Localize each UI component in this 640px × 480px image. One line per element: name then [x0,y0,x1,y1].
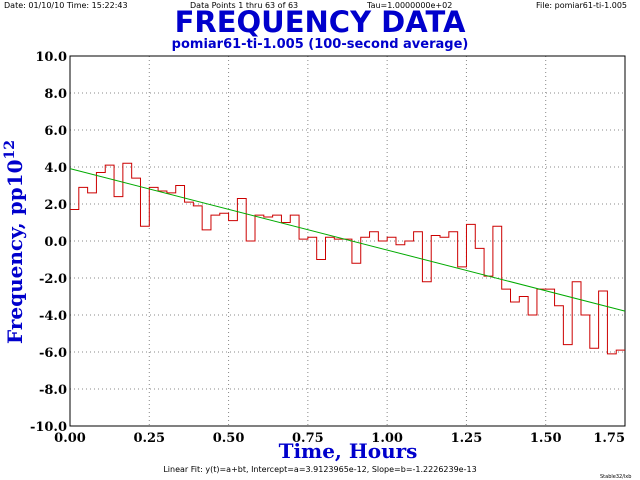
y-tick-label: 4.0 [44,161,67,176]
x-tick-labels: 0.00 0.25 0.50 0.75 1.00 1.25 1.50 1.75 [54,431,625,446]
x-tick-label: 0.75 [292,431,324,446]
y-tick-label: 2.0 [44,198,67,213]
header-data-points: Data Points 1 thru 63 of 63 [190,1,299,10]
y-axis-label: Frequency, pp1012 [2,140,27,344]
plot-frame [69,55,626,427]
grid-layer [70,56,625,426]
y-tick-label: 10.0 [35,50,67,65]
x-tick-label: 1.50 [530,431,562,446]
linear-fit-line [69,168,626,312]
chart-title: FREQUENCY DATA [174,5,466,39]
chart-subtitle: pomiar61-ti-1.005 (100-second average) [171,37,469,52]
software-stamp: Stable32/lxb [600,474,632,480]
x-tick-label: 1.00 [371,431,403,446]
y-axis-label-text: Frequency, pp10 [3,159,27,344]
y-tick-labels: 10.0 8.0 6.0 4.0 2.0 0.0 -2.0 -4.0 -6.0 -8.0 -10.0 [30,50,67,435]
x-tick-label: 1.25 [451,431,483,446]
frequency-series-line [70,162,625,355]
x-tick-label: 1.75 [593,431,625,446]
y-tick-label: -8.0 [39,383,67,398]
y-tick-label: 8.0 [44,87,67,102]
x-tick-label: 0.25 [133,431,165,446]
y-axis-label-superscript: 12 [2,140,18,159]
y-tick-label: -6.0 [39,346,67,361]
y-tick-label: -2.0 [39,272,67,287]
x-tick-label: 0.50 [213,431,245,446]
header-tau: Tau=1.0000000e+02 [367,1,453,10]
linear-fit-caption: Linear Fit: y(t)=a+bt, Intercept=a=3.912… [163,465,477,474]
y-tick-label: -10.0 [30,420,67,435]
x-tick-label: 0.00 [54,431,86,446]
header-date-time: Date: 01/10/10 Time: 15:22:43 [4,1,128,10]
header-file: File: pomiar61-ti-1.005 [536,1,628,10]
y-tick-label: 6.0 [44,124,67,139]
y-tick-label: 0.0 [44,235,67,250]
y-tick-label: -4.0 [39,309,67,324]
x-axis-label: Time, Hours [279,439,418,463]
